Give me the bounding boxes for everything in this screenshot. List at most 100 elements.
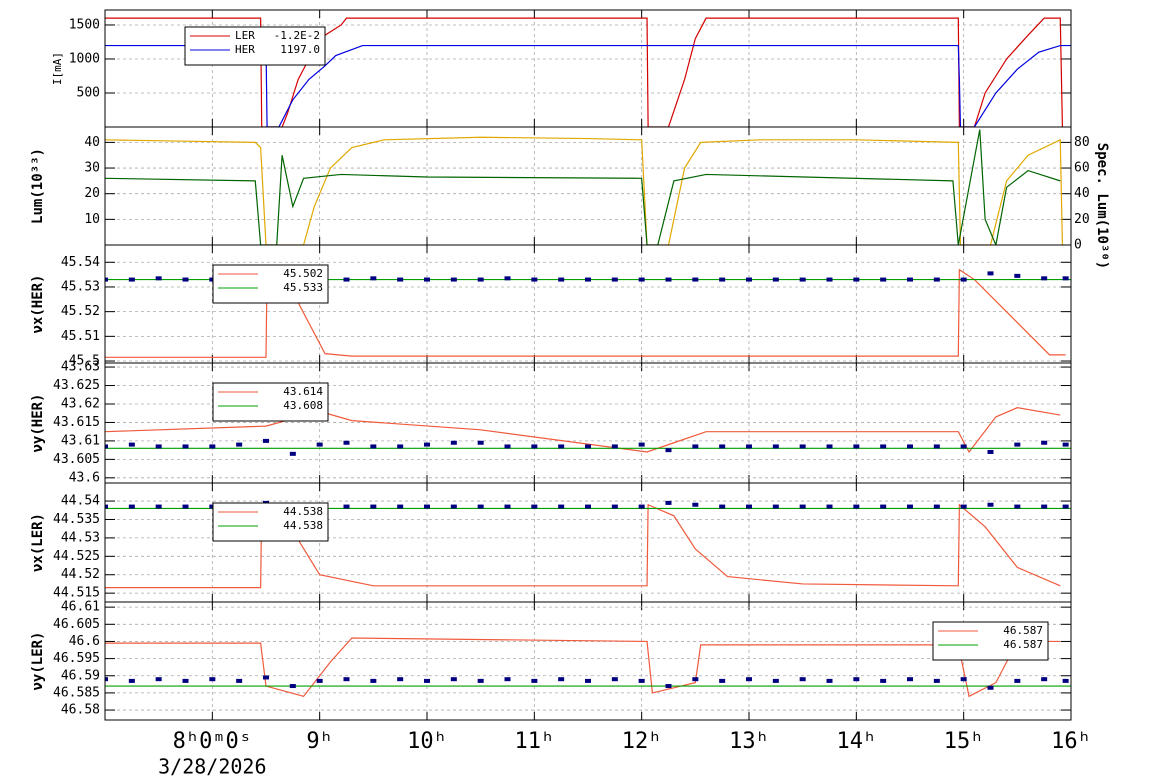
data-point (370, 444, 377, 449)
data-point (880, 277, 887, 282)
y-tick-label: 44.515 (53, 586, 100, 601)
y-tick-label: 44.525 (53, 549, 100, 564)
data-point (799, 444, 806, 449)
data-point (450, 440, 457, 445)
data-point (960, 504, 967, 509)
data-point (933, 277, 940, 282)
data-point (558, 444, 565, 449)
data-point (397, 504, 404, 509)
data-point (316, 678, 323, 683)
data-point (933, 678, 940, 683)
data-point (1062, 678, 1069, 683)
panel-frame (104, 601, 1072, 721)
data-point (1014, 504, 1021, 509)
data-point (585, 444, 591, 449)
data-point (504, 276, 511, 281)
data-point (853, 444, 860, 449)
data-point (558, 677, 565, 682)
data-point (638, 442, 645, 447)
y-tick-label: 46.59 (61, 668, 100, 683)
legend-label: 45.502 (283, 267, 323, 280)
data-point (826, 444, 833, 449)
y-tick-label: 43.6 (69, 470, 100, 485)
data-point (504, 444, 511, 449)
data-point (1041, 504, 1048, 509)
data-point (907, 277, 913, 282)
data-point (746, 504, 752, 509)
data-point (799, 677, 806, 682)
y-tick-label: 45.52 (61, 304, 100, 319)
legend-label: LER (235, 29, 255, 42)
data-point (692, 677, 699, 682)
y-tick-label: 44.52 (61, 567, 100, 582)
legend-label: 43.614 (283, 385, 323, 398)
data-point (397, 277, 404, 282)
data-point (826, 678, 833, 683)
data-point (263, 675, 269, 680)
data-point (1062, 504, 1069, 509)
data-point (182, 504, 189, 509)
data-point (799, 277, 806, 282)
data-point (397, 677, 404, 682)
y-tick-label: 44.535 (53, 512, 100, 527)
y-tick-label: 10 (84, 212, 100, 227)
data-point (105, 444, 108, 449)
legend-box (184, 26, 326, 66)
y-tick-label: 500 (77, 85, 100, 100)
data-point (960, 444, 967, 449)
data-point (692, 444, 699, 449)
data-point (692, 502, 699, 507)
data-point (128, 442, 135, 447)
x-tick-label: 9ʰ (306, 729, 333, 754)
data-point (343, 277, 350, 282)
data-point (209, 677, 216, 682)
data-point (531, 504, 538, 509)
data-point (155, 444, 162, 449)
data-point (155, 677, 162, 682)
y-tick-label: 43.625 (53, 378, 100, 393)
data-point (155, 276, 162, 281)
data-point (719, 277, 726, 282)
data-point (746, 444, 752, 449)
data-point (1062, 442, 1069, 447)
data-point (638, 678, 645, 683)
data-point (531, 678, 538, 683)
data-point (370, 678, 377, 683)
data-point (450, 277, 457, 282)
data-point (585, 277, 591, 282)
data-point (585, 504, 591, 509)
data-point (558, 277, 565, 282)
data-point (450, 504, 457, 509)
legend-label: 46.587 (1003, 624, 1043, 637)
y-tick-label: 45.53 (61, 279, 100, 294)
y-tick-label: 46.605 (53, 617, 100, 632)
data-point (209, 277, 216, 282)
x-tick-label: 8ʰ0ᵐ0ˢ (173, 729, 252, 754)
x-tick-label: 10ʰ (407, 729, 447, 754)
data-point (987, 271, 994, 276)
data-point (585, 678, 591, 683)
data-point (236, 442, 243, 447)
data-point (504, 504, 511, 509)
data-point (987, 449, 994, 454)
data-point (638, 277, 645, 282)
data-point (719, 504, 726, 509)
data-point (343, 677, 350, 682)
data-point (799, 504, 806, 509)
y2-tick-label: 80 (1074, 135, 1090, 150)
data-point (236, 678, 243, 683)
y-tick-label: 1000 (69, 51, 100, 66)
data-point (826, 277, 833, 282)
y2-tick-label: 60 (1074, 161, 1090, 176)
data-point (370, 504, 377, 509)
data-point (987, 502, 994, 507)
data-point (209, 444, 216, 449)
legend-label: 44.538 (283, 519, 323, 532)
legend-value: 1197.0 (280, 43, 320, 56)
y-tick-label: 46.61 (61, 600, 100, 615)
y-axis-label: νy(HER) (30, 393, 46, 452)
y2-axis-label: Spec. Lum(10³⁰) (1094, 143, 1110, 269)
data-point (182, 444, 189, 449)
y-tick-label: 43.61 (61, 433, 100, 448)
data-point (772, 504, 779, 509)
